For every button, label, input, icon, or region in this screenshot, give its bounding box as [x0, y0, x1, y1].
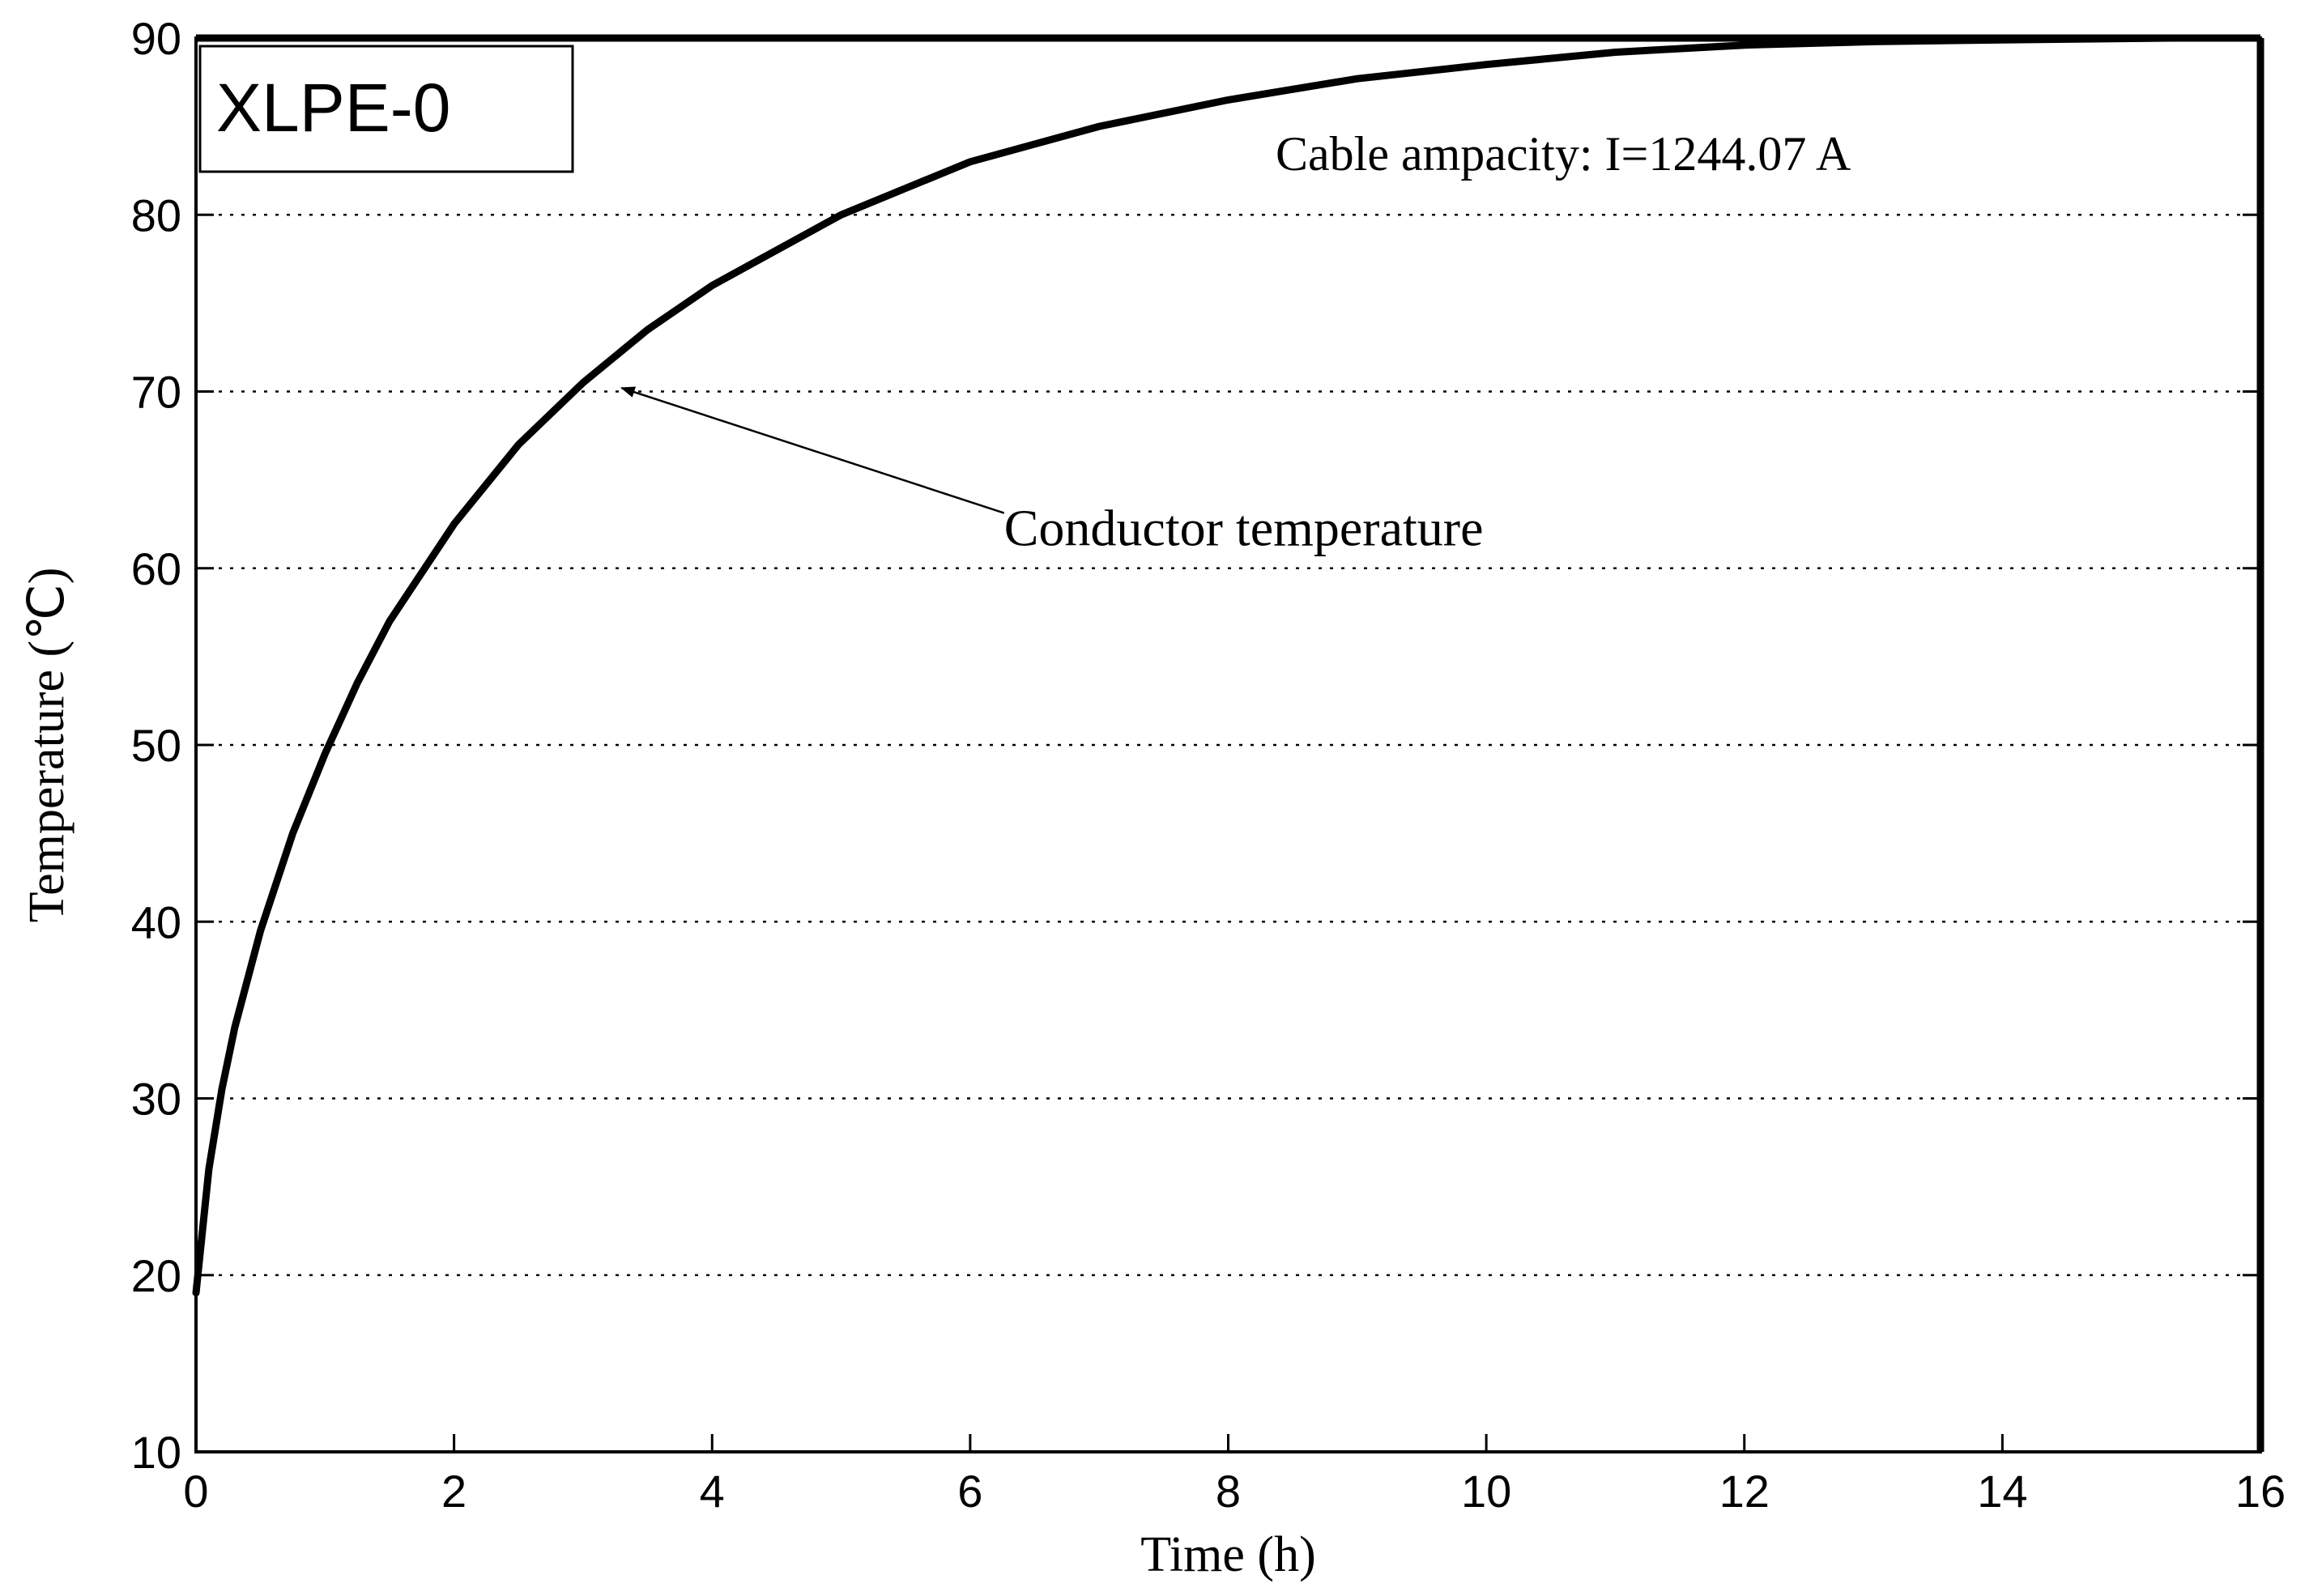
y-tick-label-90: 90: [131, 13, 181, 64]
x-axis-ticks: 0 2 4 6 8 10 12 14 16: [183, 1434, 2286, 1517]
y-tick-label-70: 70: [131, 367, 181, 418]
ampacity-note: Cable ampacity: I=1244.07 A: [1276, 127, 1851, 181]
y-tick-label-60: 60: [131, 543, 181, 594]
y-tick-label-20: 20: [131, 1250, 181, 1301]
conductor-temperature-line: [192, 34, 2174, 1297]
x-tick-label-0: 0: [183, 1466, 208, 1517]
x-tick-label-6: 6: [957, 1466, 982, 1517]
y-axis-ticks: 10 20 30 40 50 60 70 80 90: [131, 13, 2260, 1478]
x-tick-label-16: 16: [2235, 1466, 2286, 1517]
y-tick-label-10: 10: [131, 1427, 181, 1478]
gridlines: [196, 214, 2260, 1276]
y-tick-label-80: 80: [131, 189, 181, 240]
conductor-temperature-annotation: Conductor temperature: [1004, 500, 1484, 557]
x-tick-label-12: 12: [1719, 1466, 1770, 1517]
y-tick-label-30: 30: [131, 1074, 181, 1125]
x-tick-label-4: 4: [700, 1466, 725, 1517]
x-tick-label-8: 8: [1216, 1466, 1241, 1517]
x-tick-label-10: 10: [1461, 1466, 1511, 1517]
y-axis-title: Temperature (℃): [19, 568, 75, 923]
annotation-arrow: [620, 386, 1005, 514]
xlpe-label-box: [198, 45, 574, 173]
x-axis-title: Time (h): [1140, 1527, 1315, 1582]
xlpe-label: XLPE-0: [216, 70, 451, 146]
x-tick-label-2: 2: [441, 1466, 467, 1517]
x-tick-label-14: 14: [1977, 1466, 2027, 1517]
y-tick-label-40: 40: [131, 896, 181, 947]
y-tick-label-50: 50: [131, 720, 181, 771]
